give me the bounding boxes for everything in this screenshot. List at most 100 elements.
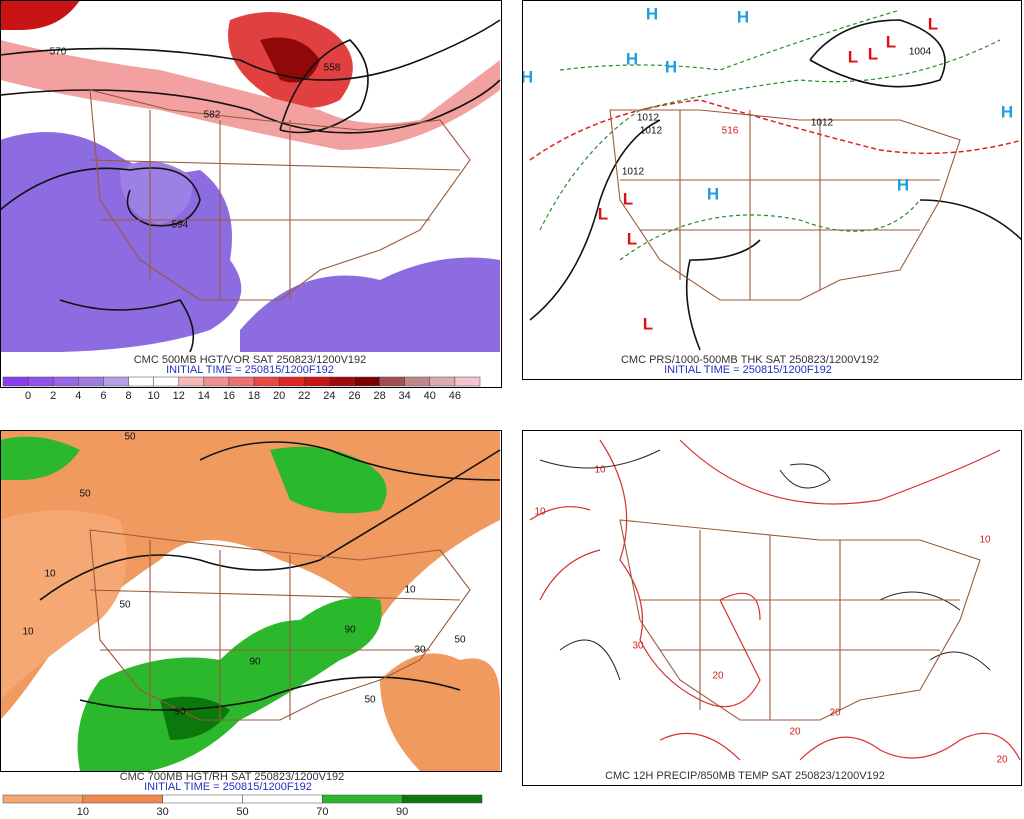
thickness-contour [619, 199, 921, 261]
colorbar-label: 46 [449, 390, 461, 402]
vorticity-fill [120, 161, 192, 225]
colorbar-swatch [329, 376, 355, 387]
initial-time: INITIAL TIME = 250815/1200F192 [144, 781, 312, 793]
high-marker: H [897, 175, 909, 194]
colorbar-swatch [78, 376, 104, 387]
map-area: H H H H H H H H L L L L L L L L 1012 101… [521, 4, 1021, 351]
height-contour [79, 676, 461, 711]
colorbar-label: 40 [424, 390, 436, 402]
height-contour [279, 39, 369, 134]
height-contour [39, 449, 501, 601]
high-marker: H [1001, 102, 1013, 121]
low-marker: L [643, 314, 653, 333]
contour-label: 10 [22, 627, 34, 638]
contour-label: 20 [712, 671, 724, 682]
contour-label: 50 [79, 489, 91, 500]
low-marker: L [623, 189, 633, 208]
map-area: 50 50 10 10 50 90 90 50 10 50 30 90 [1, 431, 501, 771]
thickness-contour [529, 99, 1021, 161]
boundaries [620, 110, 940, 300]
colorbar-label: 70 [316, 806, 328, 818]
caption: CMC 500MB HGT/VOR SAT 250823/1200V192 [134, 354, 367, 366]
colorbar-label: 50 [236, 806, 248, 818]
isobar [685, 239, 761, 351]
colorbar-swatch [429, 376, 456, 387]
low-marker: L [848, 47, 858, 66]
isobar-label: 1004 [909, 47, 932, 58]
isobar [529, 119, 661, 321]
caption: CMC 12H PRECIP/850MB TEMP SAT 250823/120… [605, 770, 885, 782]
colorbar-swatch [153, 376, 179, 387]
colorbar-swatch [454, 376, 481, 387]
contour-label: 594 [172, 220, 189, 231]
height-contour [1, 19, 501, 81]
colorbar-swatch [354, 376, 380, 387]
vorticity-fill [260, 37, 320, 83]
humidity-fill [1, 510, 127, 700]
colorbar-label: 34 [399, 390, 411, 402]
contour-label: 10 [534, 507, 546, 518]
humidity-fill [270, 446, 387, 514]
colorbar-label: 16 [223, 390, 235, 402]
panel-frame [522, 430, 1022, 786]
colorbar: 0 2 4 6 8 10 12 14 16 18 20 22 24 26 28 34 40 46 [2, 376, 481, 402]
contour-label: 30 [414, 645, 426, 656]
caption: CMC 700MB HGT/RH SAT 250823/1200V192 [120, 771, 345, 783]
panel-precip: 10 10 20 20 20 30 20 10 CMC 12H PRECIP/8… [522, 430, 1022, 786]
contour-label: 20 [789, 727, 801, 738]
colorbar-swatch [401, 794, 483, 804]
colorbar-swatch [304, 376, 330, 387]
high-marker: H [737, 7, 749, 26]
contour-label: 50 [119, 600, 131, 611]
thickness-label: 516 [722, 126, 739, 137]
colorbar-label: 8 [125, 390, 131, 402]
colorbar-label: 2 [50, 390, 56, 402]
vorticity-fill [1, 40, 500, 150]
colorbar-swatch [52, 376, 79, 387]
panel-500mb: 570 582 594 558 CMC 500MB HGT/VOR SAT 25… [0, 0, 502, 402]
low-marker: L [868, 44, 878, 63]
boundaries [640, 530, 960, 720]
temperature-contour [529, 506, 601, 601]
colorbar-swatch [404, 376, 431, 387]
high-marker: H [521, 67, 533, 86]
colorbar-swatch [253, 376, 280, 387]
contour-label: 50 [454, 635, 466, 646]
contour-label: 30 [632, 641, 644, 652]
thickness-contour [559, 9, 901, 71]
height-contour [1, 167, 201, 227]
initial-time: INITIAL TIME = 250815/1200F192 [664, 364, 832, 376]
temperature-contour [659, 732, 1021, 761]
colorbar-label: 12 [173, 390, 185, 402]
colorbar-swatch [128, 376, 154, 387]
colorbar-label: 24 [323, 390, 335, 402]
contour-label: 570 [50, 47, 67, 58]
colorbar-label: 18 [248, 390, 260, 402]
colorbar: 10 30 50 70 90 [2, 794, 483, 818]
isobar-label: 1012 [640, 126, 663, 137]
contour-label: 20 [996, 755, 1008, 766]
isobar-label: 1012 [637, 113, 660, 124]
colorbar-label: 10 [77, 806, 89, 818]
colorbar-label: 90 [396, 806, 408, 818]
boundaries [89, 540, 461, 720]
colorbar-swatch [82, 794, 163, 804]
initial-time: INITIAL TIME = 250815/1200F192 [166, 364, 334, 376]
isobar [919, 199, 1021, 241]
contour-label: 582 [204, 110, 221, 121]
height-contour [199, 441, 501, 481]
isobar [809, 19, 946, 88]
boundaries [89, 110, 461, 300]
contour-label: 50 [364, 695, 376, 706]
colorbar-label: 4 [75, 390, 81, 402]
boundaries [619, 519, 981, 721]
contour-label: 90 [249, 657, 261, 668]
isobar-label: 1012 [811, 118, 834, 129]
height-contour [59, 299, 195, 352]
high-marker: H [665, 57, 677, 76]
panel-700mb: 50 50 10 10 50 90 90 50 10 50 30 90 CMC … [0, 430, 502, 818]
colorbar-label: 30 [157, 806, 169, 818]
colorbar-label: 28 [373, 390, 385, 402]
colorbar-swatch [379, 376, 405, 387]
